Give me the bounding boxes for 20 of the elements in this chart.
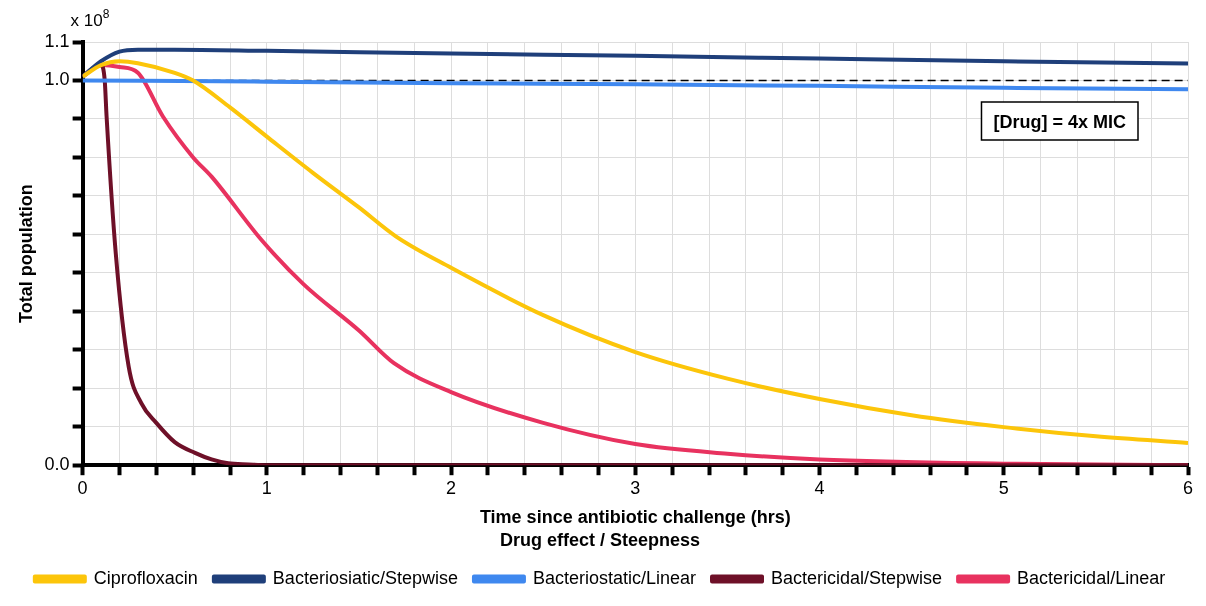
y-axis-title: Total population xyxy=(15,184,36,323)
x-tick-label: 1 xyxy=(261,477,272,498)
legend-label: Bactericidal/Stepwise xyxy=(771,567,943,588)
line-series xyxy=(82,78,1188,92)
y-tick-label: 1.0 xyxy=(44,69,70,90)
x-tick-label: 5 xyxy=(998,477,1009,498)
legend-title: Drug effect / Steepness xyxy=(499,530,701,551)
x-tick-label: 3 xyxy=(630,477,641,498)
legend-label: Bacteriosiatic/Stepwise xyxy=(272,567,458,588)
legend-label: Bacteriostatic/Linear xyxy=(532,567,697,588)
x-tick-label: 2 xyxy=(446,477,457,498)
x-tick-label: 6 xyxy=(1182,477,1194,498)
y-tick-label: 0.0 xyxy=(44,454,70,475)
x-tick-label: 0 xyxy=(77,477,88,498)
legend-label: Bactericidal/Linear xyxy=(1017,567,1166,588)
x-tick-label: 4 xyxy=(814,477,825,498)
annotation: [Drug] = 4x MIC xyxy=(993,112,1126,132)
y-tick-label: 1.1 xyxy=(44,30,70,51)
legend-label: Ciprofloxacin xyxy=(93,567,198,588)
x-axis-title: Time since antibiotic challenge (hrs) xyxy=(479,506,791,527)
